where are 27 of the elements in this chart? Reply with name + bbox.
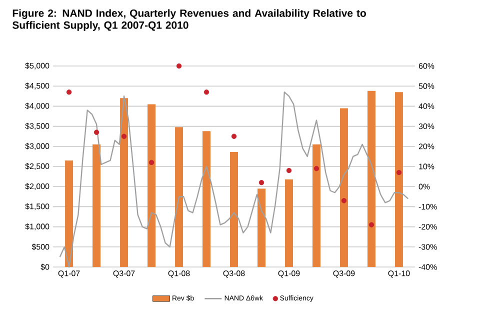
point: [204, 90, 210, 95]
point: [314, 166, 320, 172]
bar: [257, 188, 266, 267]
point: [368, 222, 374, 228]
point: [231, 134, 237, 139]
point: [341, 198, 347, 204]
bar: [120, 98, 128, 267]
point: [396, 170, 402, 176]
point: [176, 63, 182, 69]
bar: [367, 90, 376, 267]
bar: [230, 152, 238, 267]
bar: [175, 127, 184, 267]
point: [148, 160, 154, 166]
bar: [92, 144, 101, 267]
bar: [312, 144, 320, 267]
point: [66, 90, 72, 95]
point: [286, 168, 292, 174]
bar: [65, 160, 74, 267]
bar: [394, 92, 403, 267]
bar: [148, 104, 156, 267]
point: [258, 180, 264, 186]
chart-title: Figure 2: NAND Index, Quarterly Revenues and Availability Relative to Sufficient Supply, Q1 2007-Q1 2010: [12, 9, 366, 31]
bar: [340, 108, 348, 267]
point: [94, 130, 100, 135]
point: [121, 134, 127, 139]
bar: [202, 131, 211, 267]
bar: [284, 179, 293, 267]
